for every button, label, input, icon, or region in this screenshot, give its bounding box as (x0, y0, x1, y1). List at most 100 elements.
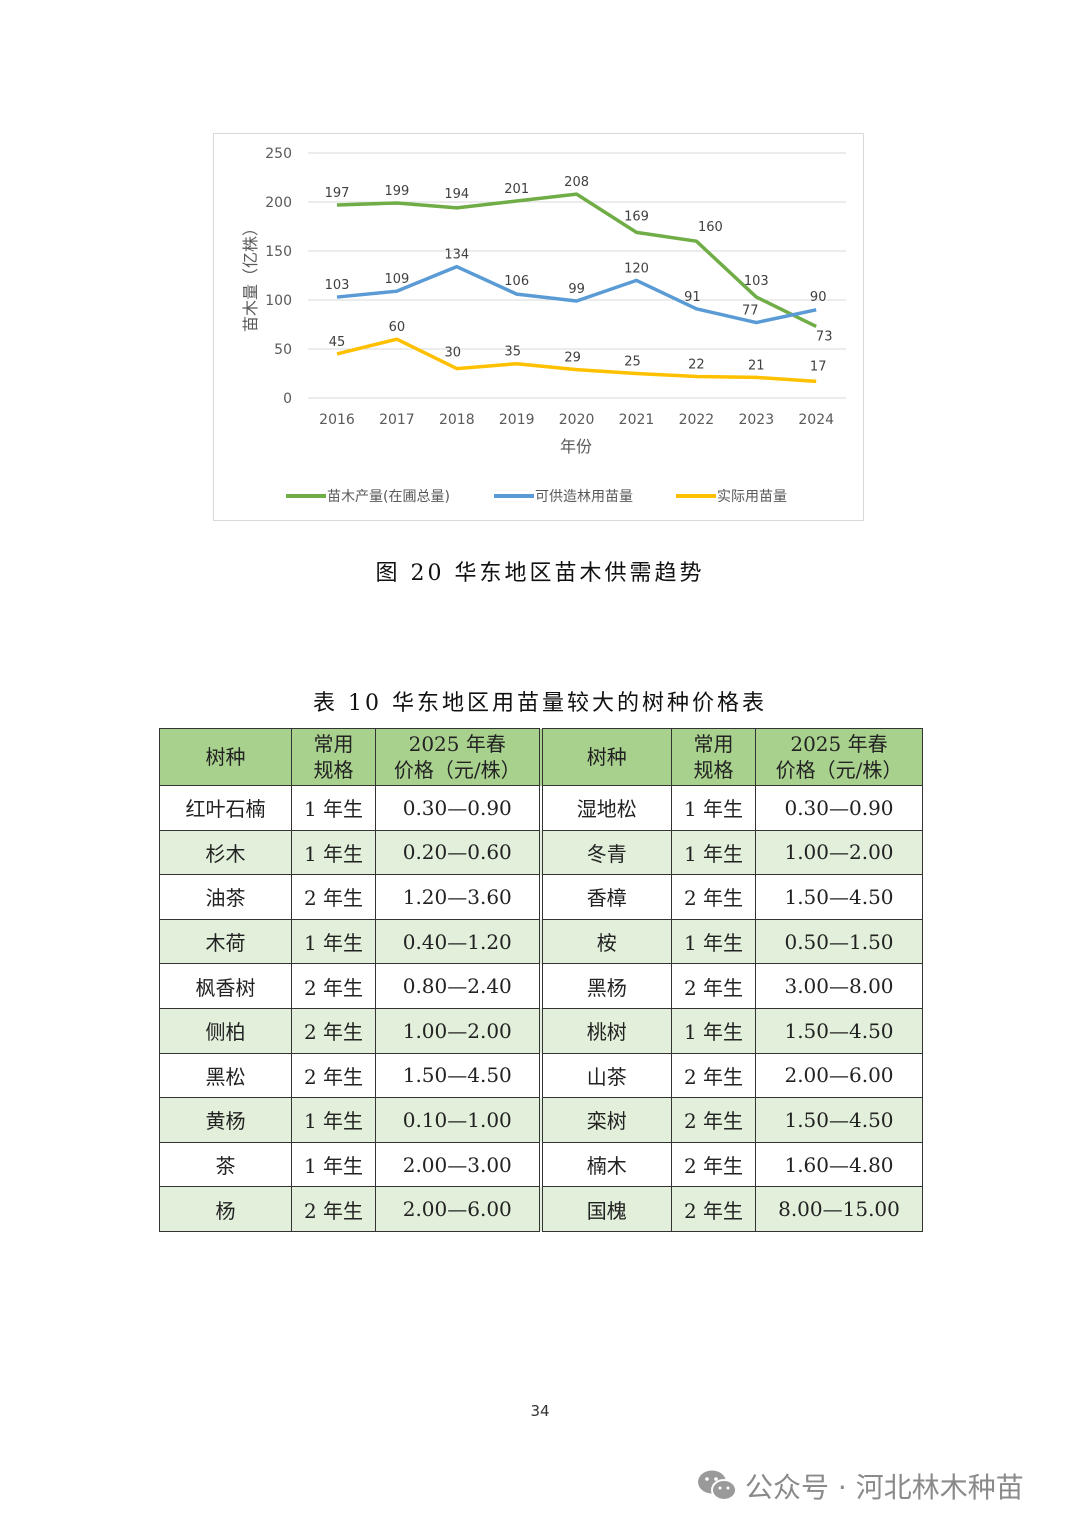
table-caption: 表 10 华东地区用苗量较大的树种价格表 (313, 691, 767, 716)
table-row: 杉木 1 年生 0.20—0.60 冬青 1 年生 1.00—2.00 (159, 829, 923, 876)
data-label: 194 (444, 187, 469, 202)
data-label: 77 (742, 304, 759, 319)
column-header-line: 2025 年春 (790, 732, 888, 756)
table-cell: 杉木 (159, 829, 292, 876)
table-cell: 2 年生 (291, 874, 376, 920)
table-cell: 香樟 (540, 874, 672, 920)
table-cell: 1 年生 (671, 1007, 756, 1054)
table-cell: 0.40—1.20 (375, 918, 543, 965)
table-row: 木荷 1 年生 0.40—1.20 桉 1 年生 0.50—1.50 (159, 918, 923, 965)
series-line (336, 192, 817, 329)
table-cell: 2 年生 (671, 874, 756, 920)
table-cell: 黄杨 (159, 1097, 292, 1143)
table-row: 红叶石楠 1 年生 0.30—0.90 湿地松 1 年生 0.30—0.90 (159, 785, 923, 831)
table-cell: 1 年生 (291, 829, 376, 876)
table-row: 侧柏 2 年生 1.00—2.00 桃树 1 年生 1.50—4.50 (159, 1007, 923, 1054)
table-cell: 2 年生 (291, 1186, 376, 1232)
data-label: 35 (504, 345, 521, 360)
table-cell: 杨 (159, 1186, 292, 1232)
data-label: 25 (624, 355, 641, 370)
price-table: 树种 常用规格 2025 年春 价格（元/株） 树种 常用规格 2025 年春 价格（元/株）… (159, 728, 923, 1232)
table-cell: 1.60—4.80 (755, 1141, 923, 1188)
y-tick-label: 50 (274, 342, 292, 358)
data-label: 120 (624, 261, 649, 276)
data-label: 201 (504, 182, 529, 197)
table-cell: 木荷 (159, 918, 292, 965)
table-cell: 2 年生 (671, 1097, 756, 1143)
table-cell: 1.50—4.50 (375, 1052, 543, 1099)
x-tick-label: 2016 (319, 412, 355, 428)
table-cell: 国槐 (540, 1186, 672, 1232)
data-label: 90 (810, 290, 827, 305)
y-tick-label: 100 (265, 293, 292, 309)
page-number: 34 (530, 1402, 550, 1420)
table-cell: 1 年生 (291, 1097, 376, 1143)
table-cell: 1.00—2.00 (755, 829, 923, 876)
column-header-line: 树种 (586, 745, 627, 769)
table-cell: 0.30—0.90 (755, 785, 923, 831)
figure-caption: 图 20 华东地区苗木供需趋势 (375, 561, 705, 586)
x-tick-label: 2017 (379, 412, 415, 428)
table-cell: 黑杨 (540, 963, 672, 1009)
table-cell: 桉 (540, 918, 672, 965)
table-cell: 2.00—6.00 (755, 1052, 923, 1099)
data-label: 134 (444, 248, 469, 263)
table-cell: 0.50—1.50 (755, 918, 923, 965)
table-cell: 1.50—4.50 (755, 1097, 923, 1143)
table-cell: 2 年生 (671, 1141, 756, 1188)
table-cell: 2 年生 (671, 1186, 756, 1232)
column-header: 常用规格 (671, 728, 756, 786)
x-tick-label: 2023 (738, 412, 774, 428)
series-line (336, 264, 817, 325)
table-cell: 侧柏 (159, 1007, 292, 1054)
table-cell: 1.20—3.60 (375, 874, 543, 920)
data-label: 73 (816, 329, 833, 344)
line-chart: 0 50 100 150 200 250 2016 2017 2018 2019 2020 2021 2… (241, 146, 846, 505)
data-label: 106 (504, 274, 529, 289)
table-cell: 1 年生 (671, 785, 756, 831)
legend-label: 可供造林用苗量 (535, 489, 633, 505)
data-label: 22 (688, 357, 705, 372)
watermark-text: 公众号 · 河北林木种苗 (745, 1471, 1024, 1504)
table-cell: 2 年生 (291, 963, 376, 1009)
column-header-line: 树种 (205, 745, 246, 769)
series-line (336, 337, 817, 384)
table-cell: 冬青 (540, 829, 672, 876)
x-tick-label: 2019 (499, 412, 535, 428)
table-cell: 栾树 (540, 1097, 672, 1143)
data-label: 60 (389, 320, 406, 335)
table-cell: 1 年生 (291, 785, 376, 831)
data-label: 103 (744, 274, 769, 289)
column-header-line: 价格（元/株） (393, 758, 521, 782)
table-cell: 8.00—15.00 (755, 1186, 923, 1232)
table-cell: 1 年生 (291, 918, 376, 965)
column-header: 树种 (159, 728, 292, 786)
column-header: 树种 (540, 728, 672, 786)
data-label: 169 (624, 209, 649, 224)
x-axis-label: 年份 (560, 437, 592, 456)
table-cell: 山茶 (540, 1052, 672, 1099)
chart: 0 50 100 150 200 250 2016 2017 2018 2019 2020 2021 2… (213, 133, 864, 521)
table-cell: 2.00—6.00 (375, 1186, 543, 1232)
data-label: 17 (810, 359, 827, 374)
table-cell: 桃树 (540, 1007, 672, 1054)
table-cell: 0.80—2.40 (375, 963, 543, 1009)
column-header-text: 常用规格 (313, 732, 354, 782)
table-cell: 0.30—0.90 (375, 785, 543, 831)
table-cell: 2 年生 (291, 1007, 376, 1054)
column-header: 常用规格 (291, 728, 376, 786)
data-label: 30 (445, 346, 462, 361)
table-header-row: 树种 常用规格 2025 年春 价格（元/株） 树种 常用规格 2025 年春 价格（元/株） (159, 728, 923, 786)
table-cell: 2.00—3.00 (375, 1141, 543, 1188)
table-cell: 红叶石楠 (159, 785, 292, 831)
data-label: 160 (698, 220, 723, 235)
table-row: 枫香树 2 年生 0.80—2.40 黑杨 2 年生 3.00—8.00 (159, 963, 923, 1009)
table-cell: 油茶 (159, 874, 292, 920)
y-tick-label: 0 (283, 391, 292, 407)
y-tick-label: 250 (265, 146, 292, 162)
table-cell: 枫香树 (159, 963, 292, 1009)
data-label: 109 (384, 272, 409, 287)
data-label: 99 (568, 282, 585, 297)
